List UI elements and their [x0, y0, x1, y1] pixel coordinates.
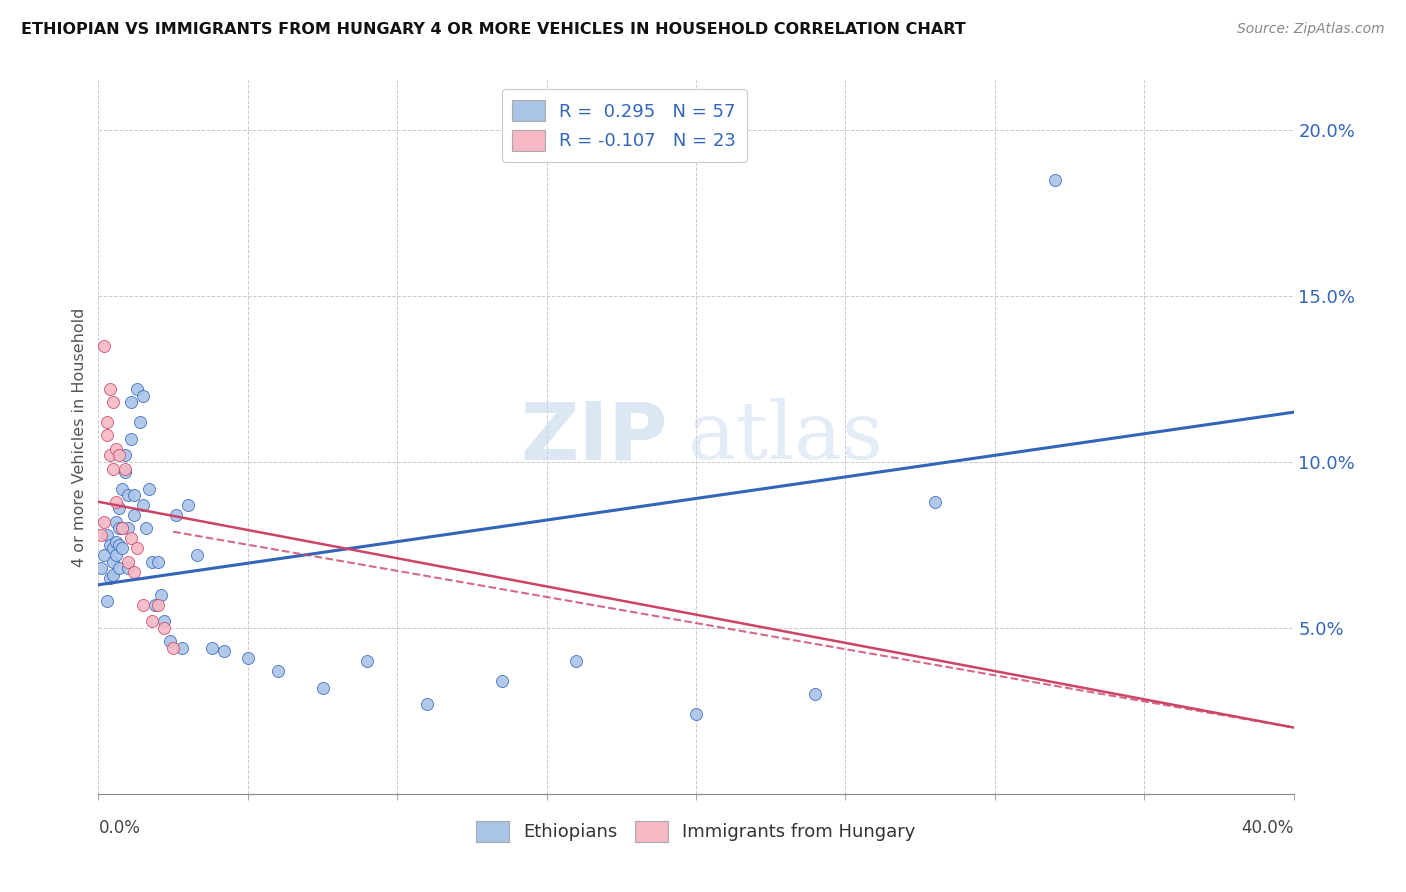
- Point: [114, 465, 136, 479]
- Point: [103, 567, 125, 582]
- Text: atlas: atlas: [688, 398, 883, 476]
- Point: [172, 640, 194, 655]
- Point: [98, 571, 122, 585]
- Point: [114, 448, 136, 462]
- Point: [124, 488, 146, 502]
- Point: [162, 640, 184, 655]
- Point: [804, 687, 827, 701]
- Point: [132, 498, 155, 512]
- Point: [114, 461, 136, 475]
- Point: [141, 615, 163, 629]
- Point: [177, 498, 200, 512]
- Point: [127, 382, 149, 396]
- Point: [93, 515, 115, 529]
- Point: [153, 621, 176, 635]
- Text: Source: ZipAtlas.com: Source: ZipAtlas.com: [1237, 22, 1385, 37]
- Point: [141, 555, 163, 569]
- Point: [143, 598, 166, 612]
- Point: [150, 588, 173, 602]
- Point: [96, 428, 118, 442]
- Point: [108, 538, 131, 552]
- Point: [138, 482, 160, 496]
- Point: [120, 432, 142, 446]
- Point: [108, 448, 131, 462]
- Point: [108, 521, 131, 535]
- Point: [103, 555, 125, 569]
- Point: [105, 495, 128, 509]
- Point: [236, 650, 259, 665]
- Point: [105, 515, 128, 529]
- Point: [491, 673, 513, 688]
- Y-axis label: 4 or more Vehicles in Household: 4 or more Vehicles in Household: [72, 308, 87, 566]
- Point: [120, 531, 142, 545]
- Point: [159, 634, 181, 648]
- Point: [124, 565, 146, 579]
- Point: [311, 681, 333, 695]
- Point: [111, 541, 134, 556]
- Point: [98, 448, 122, 462]
- Legend: Ethiopians, Immigrants from Hungary: Ethiopians, Immigrants from Hungary: [470, 814, 922, 849]
- Point: [153, 615, 176, 629]
- Point: [124, 508, 146, 522]
- Point: [111, 482, 134, 496]
- Point: [103, 395, 125, 409]
- Point: [96, 415, 118, 429]
- Point: [93, 339, 115, 353]
- Point: [117, 521, 139, 535]
- Point: [90, 528, 112, 542]
- Point: [98, 382, 122, 396]
- Point: [127, 541, 149, 556]
- Point: [1043, 173, 1066, 187]
- Point: [165, 508, 187, 522]
- Point: [685, 707, 707, 722]
- Point: [117, 555, 139, 569]
- Point: [103, 461, 125, 475]
- Point: [90, 561, 112, 575]
- Point: [129, 415, 152, 429]
- Point: [132, 388, 155, 402]
- Point: [93, 548, 115, 562]
- Point: [96, 528, 118, 542]
- Point: [565, 654, 588, 668]
- Point: [98, 538, 122, 552]
- Point: [105, 442, 128, 456]
- Text: ETHIOPIAN VS IMMIGRANTS FROM HUNGARY 4 OR MORE VEHICLES IN HOUSEHOLD CORRELATION: ETHIOPIAN VS IMMIGRANTS FROM HUNGARY 4 O…: [21, 22, 966, 37]
- Point: [103, 541, 125, 556]
- Text: 40.0%: 40.0%: [1241, 819, 1294, 837]
- Point: [924, 495, 946, 509]
- Point: [117, 561, 139, 575]
- Point: [105, 548, 128, 562]
- Text: 0.0%: 0.0%: [98, 819, 141, 837]
- Text: ZIP: ZIP: [520, 398, 668, 476]
- Point: [111, 521, 134, 535]
- Point: [186, 548, 208, 562]
- Point: [416, 698, 439, 712]
- Point: [111, 521, 134, 535]
- Point: [212, 644, 235, 658]
- Point: [148, 598, 170, 612]
- Point: [105, 534, 128, 549]
- Point: [108, 501, 131, 516]
- Point: [132, 598, 155, 612]
- Point: [120, 395, 142, 409]
- Point: [108, 561, 131, 575]
- Point: [96, 594, 118, 608]
- Point: [135, 521, 157, 535]
- Point: [201, 640, 224, 655]
- Point: [267, 664, 290, 678]
- Point: [148, 555, 170, 569]
- Point: [117, 488, 139, 502]
- Point: [356, 654, 378, 668]
